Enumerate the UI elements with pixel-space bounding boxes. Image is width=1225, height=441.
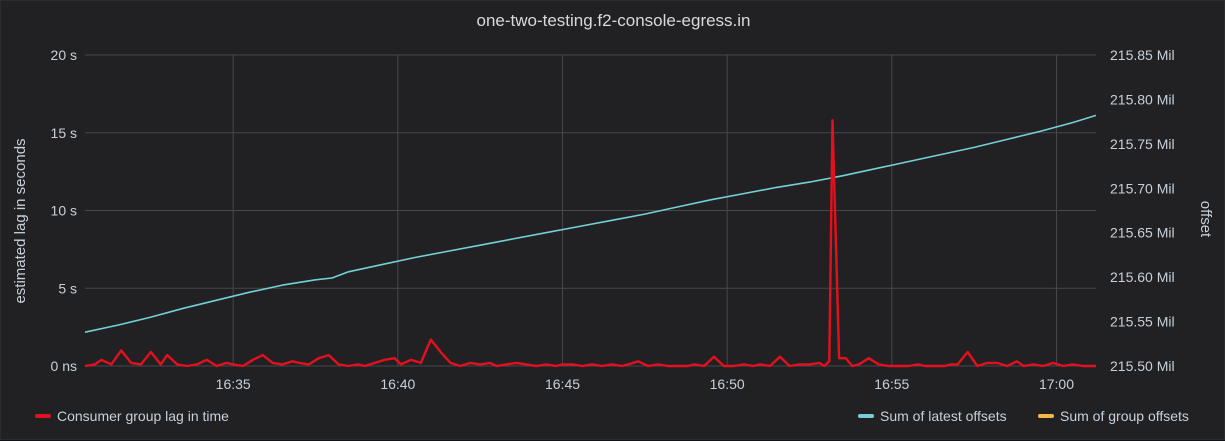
- right-axis: 215.50 Mil 215.55 Mil 215.60 Mil 215.65 Mil…: [1110, 47, 1175, 374]
- y-right-tick-label: 215.65 Mil: [1110, 225, 1175, 241]
- x-tick-label: 16:40: [380, 376, 415, 392]
- y-left-tick-label: 15 s: [51, 125, 77, 141]
- legend-label-latest-offsets: Sum of latest offsets: [880, 408, 1007, 424]
- series-line-latest-offsets[interactable]: [84, 114, 1097, 333]
- y-right-tick-label: 215.55 Mil: [1110, 314, 1175, 330]
- legend-label-consumer-lag: Consumer group lag in time: [57, 408, 229, 424]
- y-left-tick-label: 20 s: [51, 47, 77, 63]
- y-right-tick-label: 215.75 Mil: [1110, 136, 1175, 152]
- y-left-tick-label: 5 s: [58, 280, 77, 296]
- grid: [85, 54, 1096, 367]
- left-axis: 0 ns 5 s 10 s 15 s 20 s: [51, 47, 77, 374]
- x-axis: 16:35 16:40 16:45 16:50 16:55 17:00: [216, 376, 1075, 392]
- legend-swatch-group-offsets: [1038, 414, 1054, 418]
- series-line-consumer-lag[interactable]: [84, 119, 1096, 368]
- y-right-tick-label: 215.60 Mil: [1110, 269, 1175, 285]
- y-right-tick-label: 215.80 Mil: [1110, 91, 1175, 107]
- legend-label-group-offsets: Sum of group offsets: [1060, 408, 1189, 424]
- y-left-tick-label: 10 s: [51, 203, 77, 219]
- y-right-tick-label: 215.85 Mil: [1110, 47, 1175, 63]
- y-left-tick-label: 0 ns: [51, 358, 77, 374]
- y-axis-right-title: offset: [1197, 201, 1214, 238]
- x-tick-label: 16:35: [216, 376, 251, 392]
- x-tick-label: 16:50: [710, 376, 745, 392]
- y-right-tick-label: 215.50 Mil: [1110, 358, 1175, 374]
- x-tick-label: 16:55: [874, 376, 909, 392]
- y-axis-left-title: estimated lag in seconds: [12, 138, 29, 303]
- legend-swatch-consumer-lag: [35, 414, 51, 418]
- legend-item-group-offsets[interactable]: Sum of group offsets: [1038, 406, 1189, 426]
- x-tick-label: 16:45: [545, 376, 580, 392]
- legend-item-consumer-lag[interactable]: Consumer group lag in time: [35, 406, 229, 426]
- legend-swatch-latest-offsets: [858, 414, 874, 418]
- y-right-tick-label: 215.70 Mil: [1110, 180, 1175, 196]
- panel-title[interactable]: one-two-testing.f2-console-egress.in: [476, 11, 751, 30]
- series-group: [84, 114, 1097, 368]
- x-tick-label: 17:00: [1039, 376, 1074, 392]
- legend-item-latest-offsets[interactable]: Sum of latest offsets: [858, 406, 1007, 426]
